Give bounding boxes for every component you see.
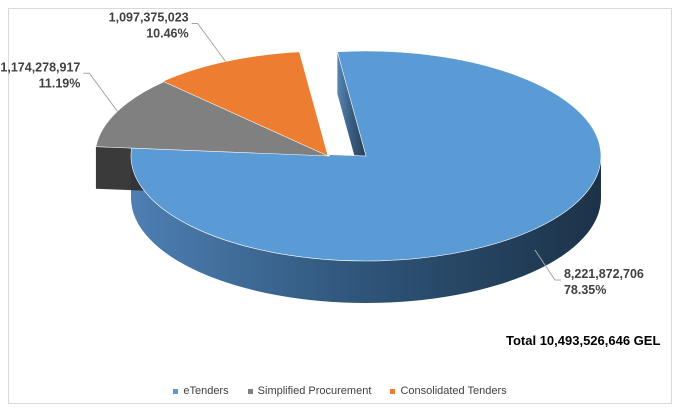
data-label-value-etenders: 8,221,872,706 [564,267,644,281]
pie-slice-simplified-procurement [95,80,331,157]
legend-item-etenders: eTenders [173,385,229,397]
pie-slice-side-etenders [131,156,601,303]
data-label-value-simplified-procurement: 1,174,278,917 [0,60,80,74]
data-label-percent-etenders: 78.35% [564,283,606,297]
data-label-percent-simplified-procurement: 11.19% [39,76,81,90]
leader-line-etenders [534,249,561,281]
legend-swatch-simplified-procurement [247,388,253,394]
legend-swatch-consolidated-tenders [390,388,396,394]
pie-slice-etenders [130,50,602,262]
data-label-percent-consolidated-tenders: 10.46% [146,26,188,40]
legend-label-etenders: eTenders [183,385,229,397]
total-label: Total 10,493,526,646 GEL [506,333,660,348]
legend-label-consolidated-tenders: Consolidated Tenders [400,385,507,397]
legend-label-simplified-procurement: Simplified Procurement [257,385,372,397]
legend-item-consolidated-tenders: Consolidated Tenders [390,385,507,397]
pie-slice-consolidated-tenders [162,51,329,157]
legend-swatch-etenders [173,388,179,394]
legend-item-simplified-procurement: Simplified Procurement [247,385,372,397]
leader-line-consolidated-tenders [191,22,227,62]
legend: eTenders Simplified Procurement Consolid… [0,385,680,397]
leader-line-simplified-procurement [83,72,118,112]
data-label-value-consolidated-tenders: 1,097,375,023 [109,10,189,24]
